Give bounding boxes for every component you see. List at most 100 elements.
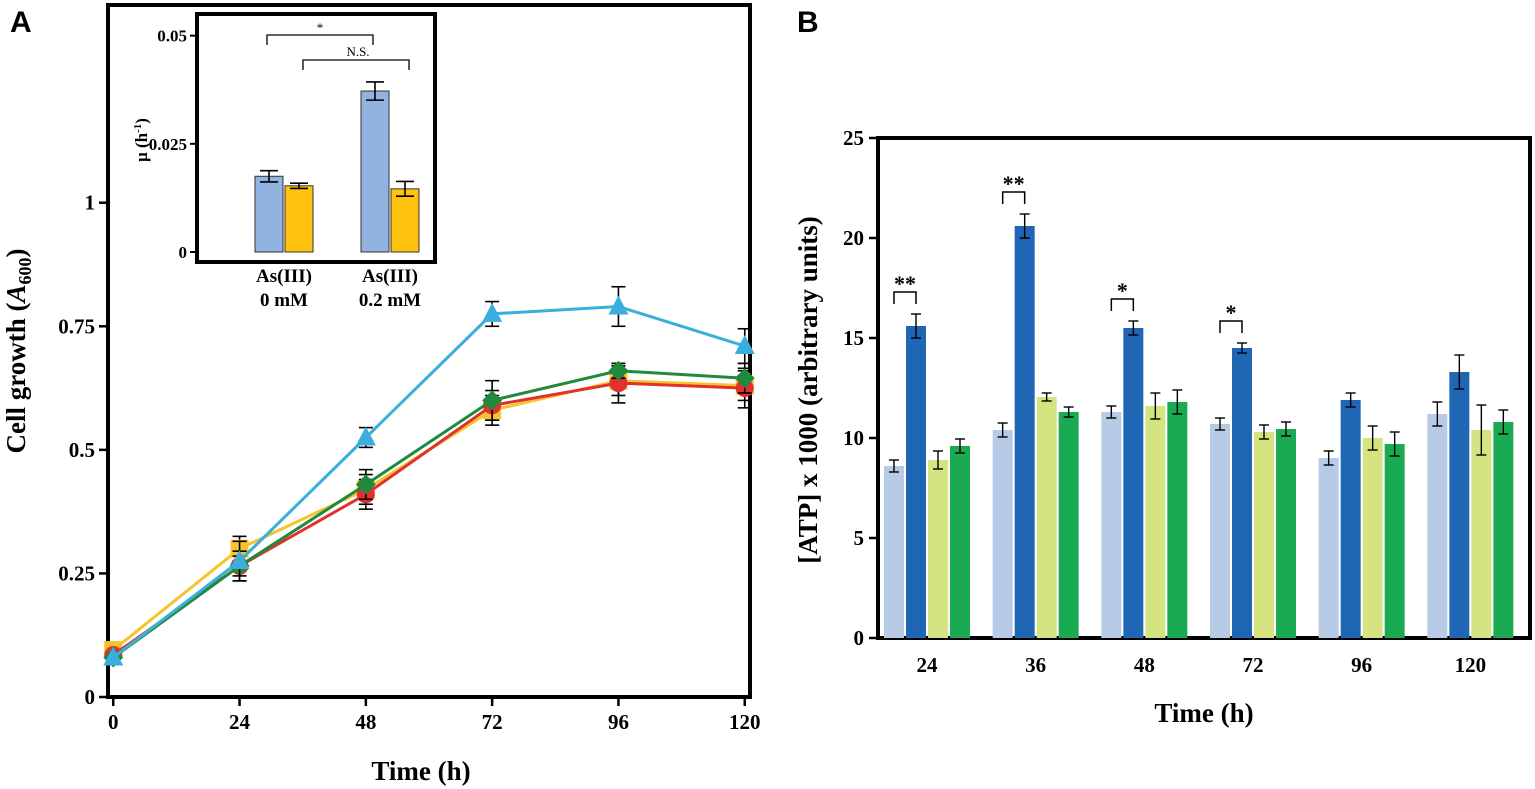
a-y-tick-label-0: 0 bbox=[85, 685, 96, 709]
panel-a-ticks: 0 0.25 0.5 0.75 1 0 24 48 72 96 120 bbox=[58, 191, 760, 734]
b-errorbar-light-green-3 bbox=[1259, 424, 1269, 440]
inset-errorbar-orange-0 bbox=[290, 182, 308, 190]
a-point-blue-triangles-1 bbox=[229, 550, 250, 570]
inset-y-tick-label-0: 0 bbox=[179, 243, 188, 262]
a-x-tick-label-0: 0 bbox=[108, 710, 119, 734]
b-sig-bracket-3 bbox=[1219, 320, 1243, 333]
panel-b-frame bbox=[876, 136, 1532, 640]
b-errorbar-dark-blue-2 bbox=[1128, 320, 1139, 336]
a-series-red-circles bbox=[104, 362, 754, 664]
b-x-tick-label-3: 72 bbox=[1243, 653, 1264, 677]
panel-a-series bbox=[103, 285, 755, 668]
b-x-tick-label-5: 120 bbox=[1455, 653, 1487, 677]
b-errorbar-light-blue-1 bbox=[997, 422, 1008, 438]
a-point-blue-triangles-5 bbox=[734, 335, 755, 355]
inset-errorbar-blue-1 bbox=[366, 81, 384, 101]
b-sig-label-0: ** bbox=[894, 271, 916, 296]
b-bar-light-blue-3 bbox=[1210, 424, 1230, 638]
b-errorbar-light-green-4 bbox=[1367, 425, 1378, 451]
b-y-tick-label-4: 20 bbox=[843, 226, 864, 250]
b-errorbar-light-blue-0 bbox=[889, 459, 899, 473]
a-point-blue-triangles-2 bbox=[355, 426, 376, 446]
b-sig-bracket-0 bbox=[893, 291, 917, 304]
a-line-blue-triangles bbox=[112, 304, 746, 659]
b-errorbar-light-green-0 bbox=[933, 450, 943, 470]
a-x-tick-label-2: 48 bbox=[355, 710, 376, 734]
b-errorbar-dark-green-2 bbox=[1172, 389, 1183, 415]
a-series-blue-triangles bbox=[103, 285, 755, 666]
inset-cat-1-line2: 0 mM bbox=[260, 290, 308, 311]
b-bar-light-green-0 bbox=[928, 460, 948, 638]
b-bar-dark-green-2 bbox=[1167, 402, 1188, 638]
b-bar-light-green-2 bbox=[1145, 406, 1166, 638]
b-bar-dark-green-4 bbox=[1384, 444, 1405, 638]
b-errorbar-dark-blue-0 bbox=[911, 313, 921, 339]
b-errorbar-light-blue-5 bbox=[1432, 401, 1443, 427]
b-errorbar-light-blue-2 bbox=[1106, 405, 1117, 419]
b-x-tick-label-0: 24 bbox=[917, 653, 939, 677]
inset-sig-star: * bbox=[317, 20, 324, 35]
b-y-tick-label-5: 25 bbox=[843, 126, 864, 150]
a-point-green-diamonds-4 bbox=[608, 360, 629, 381]
b-sig-label-3: * bbox=[1226, 300, 1237, 325]
b-bar-dark-blue-0 bbox=[906, 326, 926, 638]
a-y-tick-label-1: 0.25 bbox=[58, 561, 95, 585]
inset-cat-1-line1: As(III) bbox=[256, 266, 312, 287]
b-errorbar-light-green-1 bbox=[1041, 392, 1052, 402]
a-x-tick-label-1: 24 bbox=[229, 710, 251, 734]
b-sig-bracket-2 bbox=[1110, 298, 1135, 311]
b-errorbar-light-blue-4 bbox=[1323, 450, 1334, 466]
b-errorbar-dark-green-4 bbox=[1389, 431, 1400, 457]
b-errorbar-light-green-2 bbox=[1150, 392, 1161, 420]
a-point-green-diamonds-2 bbox=[355, 474, 376, 495]
inset-y-tick-label-2: 0.05 bbox=[157, 27, 187, 46]
b-x-tick-label-2: 48 bbox=[1134, 653, 1155, 677]
b-x-tick-label-4: 96 bbox=[1351, 653, 1372, 677]
inset-bars bbox=[254, 81, 420, 253]
a-y-tick-label-2: 0.5 bbox=[69, 438, 95, 462]
b-bar-dark-blue-4 bbox=[1340, 400, 1361, 638]
a-line-red-circles bbox=[112, 381, 745, 657]
inset-sig-bracket-ns bbox=[302, 59, 410, 70]
inset-ticks: 0 0.025 0.05 bbox=[149, 27, 197, 262]
b-errorbar-dark-green-0 bbox=[955, 438, 965, 454]
b-y-tick-label-3: 15 bbox=[843, 326, 864, 350]
a-y-tick-label-4: 1 bbox=[85, 191, 96, 215]
panel-a-x-label: Time (h) bbox=[371, 756, 470, 786]
b-errorbar-dark-blue-3 bbox=[1237, 342, 1247, 354]
b-bar-light-green-4 bbox=[1362, 438, 1383, 638]
b-bar-light-blue-2 bbox=[1101, 412, 1122, 638]
b-bar-dark-green-5 bbox=[1493, 422, 1514, 638]
b-bar-dark-blue-1 bbox=[1014, 226, 1035, 638]
inset-cat-2-line1: As(III) bbox=[362, 266, 418, 287]
b-bar-light-green-1 bbox=[1036, 397, 1057, 638]
b-y-tick-label-2: 10 bbox=[843, 426, 864, 450]
inset-y-tick-label-1: 0.025 bbox=[149, 135, 187, 154]
b-errorbar-light-green-5 bbox=[1476, 404, 1487, 456]
b-errorbar-light-blue-3 bbox=[1215, 417, 1225, 431]
inset-sig-bracket-star bbox=[266, 34, 374, 45]
panel-a-letter: A bbox=[10, 6, 32, 39]
inset-cat-2-line2: 0.2 mM bbox=[359, 290, 421, 311]
a-series-yellow-squares bbox=[104, 365, 754, 660]
inset-bar-orange-0 bbox=[284, 185, 314, 253]
b-bar-dark-blue-2 bbox=[1123, 328, 1144, 638]
inset-bar-blue-1 bbox=[360, 90, 390, 253]
b-sig-label-2: * bbox=[1117, 278, 1128, 303]
a-point-blue-triangles-3 bbox=[482, 302, 503, 322]
a-y-tick-label-3: 0.75 bbox=[58, 314, 95, 338]
b-bar-dark-blue-3 bbox=[1232, 348, 1252, 638]
panel-b-ticks: 0 5 10 15 20 25 24 36 48 72 96 120 bbox=[843, 126, 1486, 677]
inset-bar-blue-0 bbox=[254, 175, 284, 253]
b-bar-light-blue-1 bbox=[992, 430, 1013, 638]
a-point-green-diamonds-5 bbox=[734, 368, 755, 389]
b-sig-bracket-1 bbox=[1001, 191, 1026, 204]
inset-sig-ns: N.S. bbox=[346, 44, 369, 59]
inset-errorbar-orange-1 bbox=[396, 180, 414, 197]
panel-b-significance: ****** bbox=[893, 171, 1243, 333]
b-bar-dark-green-1 bbox=[1058, 412, 1079, 638]
b-errorbar-dark-green-1 bbox=[1063, 406, 1074, 418]
a-point-blue-triangles-0 bbox=[103, 646, 124, 666]
panel-b-bars bbox=[884, 213, 1514, 638]
